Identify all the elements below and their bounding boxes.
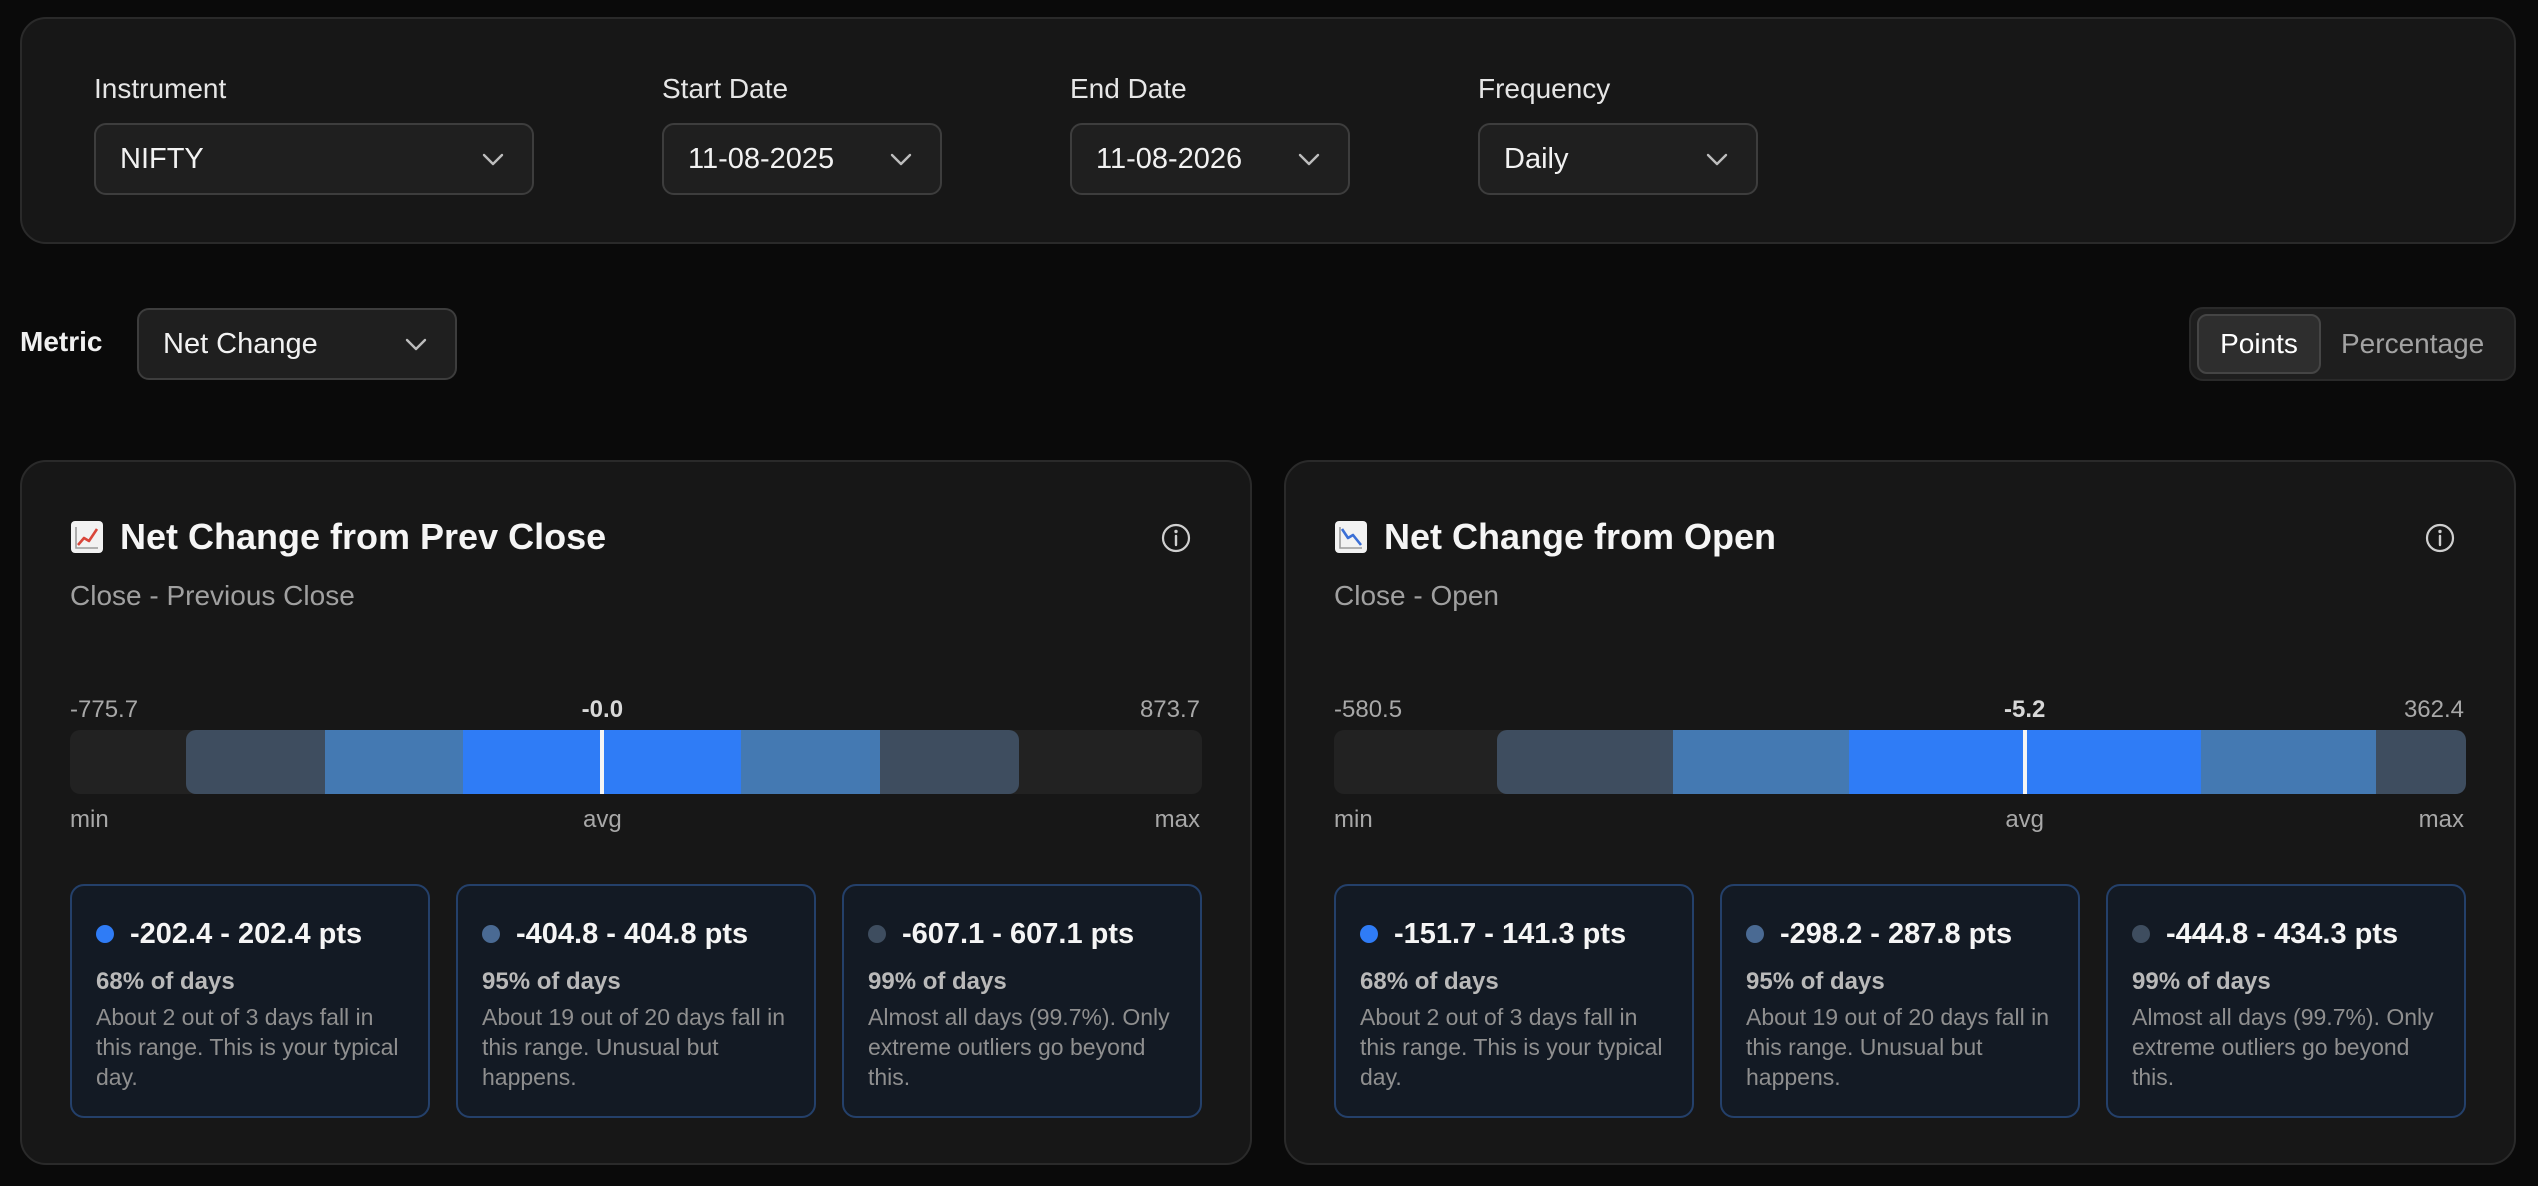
end-date-value: 11-08-2026 (1096, 142, 1243, 175)
range-value: -298.2 - 287.8 pts (1780, 917, 2013, 950)
scale-max-label: max (1154, 806, 1200, 833)
distribution-bar (70, 730, 1202, 794)
legend-dot (96, 925, 114, 943)
range-box-3sd: -607.1 - 607.1 pts 99% of days Almost all … (842, 884, 1202, 1118)
instrument-field: Instrument NIFTY (94, 71, 534, 195)
scale-avg-label: avg (583, 806, 622, 833)
range-description: About 2 out of 3 days fall in this range… (96, 1004, 399, 1090)
range-header: -151.7 - 141.3 pts (1360, 914, 1668, 954)
filter-panel: Instrument NIFTY Start Date 11-08-2025 E… (20, 17, 2516, 244)
range-value: -202.4 - 202.4 pts (130, 917, 363, 950)
range-value: -151.7 - 141.3 pts (1394, 917, 1627, 950)
range-percentage: 99% of days (868, 968, 1007, 995)
scale-avg-value: -5.2 (2003, 696, 2046, 723)
range-box-1sd: -151.7 - 141.3 pts 68% of days About 2 out… (1334, 884, 1694, 1118)
chevron-down-icon (1704, 151, 1730, 167)
range-header: -404.8 - 404.8 pts (482, 914, 790, 954)
range-description: Almost all days (99.7%). Only extreme ou… (868, 1004, 1170, 1090)
end-date-field: End Date 11-08-2026 (1070, 71, 1350, 195)
range-description: About 19 out of 20 days fall in this ran… (482, 1004, 786, 1090)
points-toggle-button[interactable]: Points (2197, 314, 2321, 374)
scale-max-value: 873.7 (1139, 696, 1200, 723)
card-header: Net Change from Prev Close (70, 516, 606, 558)
range-percentage: 95% of days (482, 968, 621, 995)
range-description: Almost all days (99.7%). Only extreme ou… (2132, 1004, 2434, 1090)
range-header: -202.4 - 202.4 pts (96, 914, 404, 954)
range-header: -607.1 - 607.1 pts (868, 914, 1176, 954)
scale-min-value: -775.7 (70, 696, 139, 723)
range-box-1sd: -202.4 - 202.4 pts 68% of days About 2 out… (70, 884, 430, 1118)
range-description: About 19 out of 20 days fall in this ran… (1746, 1004, 2050, 1090)
scale-min-value: -580.5 (1334, 696, 1403, 723)
range-box-2sd: -298.2 - 287.8 pts 95% of days About 19 ou… (1720, 884, 2080, 1118)
metric-value: Net Change (163, 327, 318, 360)
legend-dot (868, 925, 886, 943)
legend-dot (1360, 925, 1378, 943)
range-percentage: 99% of days (2132, 968, 2271, 995)
start-date-label: Start Date (662, 73, 789, 104)
chevron-down-icon (888, 151, 914, 167)
instrument-value: NIFTY (120, 142, 204, 175)
chevron-down-icon (403, 336, 429, 352)
chevron-down-icon (1296, 151, 1322, 167)
info-icon[interactable] (2424, 522, 2456, 554)
scale-min-label: min (70, 806, 109, 833)
percentage-toggle-button[interactable]: Percentage (2341, 328, 2485, 359)
card-header: Net Change from Open (1334, 516, 1776, 558)
frequency-label: Frequency (1478, 73, 1611, 104)
range-description: About 2 out of 3 days fall in this range… (1360, 1004, 1663, 1090)
range-box-2sd: -404.8 - 404.8 pts 95% of days About 19 ou… (456, 884, 816, 1118)
card-subtitle: Close - Open (1334, 580, 1499, 611)
card-title: Net Change from Open (1384, 516, 1777, 557)
range-percentage: 95% of days (1746, 968, 1885, 995)
end-date-select[interactable]: 11-08-2026 (1070, 123, 1350, 195)
scale-avg-label: avg (2005, 806, 2045, 833)
chart-decreasing-icon (1334, 520, 1368, 554)
card-net-change-open: Net Change from Open Close - Open -580.5 -5… (1284, 460, 2516, 1165)
frequency-select[interactable]: Daily (1478, 123, 1758, 195)
unit-toggle: Points Percentage (2189, 307, 2516, 381)
range-value: -444.8 - 434.3 pts (2166, 917, 2399, 950)
range-value: -404.8 - 404.8 pts (516, 917, 749, 950)
chevron-down-icon (480, 151, 506, 167)
range-percentage: 68% of days (1360, 968, 1499, 995)
chart-increasing-icon (70, 520, 104, 554)
metric-label: Metric (20, 326, 103, 357)
scale-min-label: min (1334, 806, 1373, 833)
legend-dot (1746, 925, 1764, 943)
frequency-field: Frequency Daily (1478, 71, 1758, 195)
range-box-3sd: -444.8 - 434.3 pts 99% of days Almost all … (2106, 884, 2466, 1118)
range-header: -298.2 - 287.8 pts (1746, 914, 2054, 954)
avg-marker (600, 730, 605, 794)
frequency-value: Daily (1504, 142, 1569, 175)
distribution-bar (1334, 730, 2466, 794)
end-date-label: End Date (1070, 73, 1187, 104)
avg-marker (2022, 730, 2027, 794)
instrument-label: Instrument (94, 73, 227, 104)
instrument-select[interactable]: NIFTY (94, 123, 534, 195)
start-date-field: Start Date 11-08-2025 (662, 71, 942, 195)
legend-dot (2132, 925, 2150, 943)
card-subtitle: Close - Previous Close (70, 580, 355, 611)
scale-max-value: 362.4 (2403, 696, 2464, 723)
card-title: Net Change from Prev Close (120, 516, 607, 557)
legend-dot (482, 925, 500, 943)
start-date-value: 11-08-2025 (688, 142, 835, 175)
start-date-select[interactable]: 11-08-2025 (662, 123, 942, 195)
range-header: -444.8 - 434.3 pts (2132, 914, 2440, 954)
range-percentage: 68% of days (96, 968, 235, 995)
range-value: -607.1 - 607.1 pts (902, 917, 1135, 950)
info-icon[interactable] (1160, 522, 1192, 554)
card-net-change-prev-close: Net Change from Prev Close Close - Previo… (20, 460, 1252, 1165)
metric-select[interactable]: Net Change (137, 308, 457, 380)
scale-max-label: max (2418, 806, 2464, 833)
scale-avg-value: -0.0 (581, 696, 624, 723)
